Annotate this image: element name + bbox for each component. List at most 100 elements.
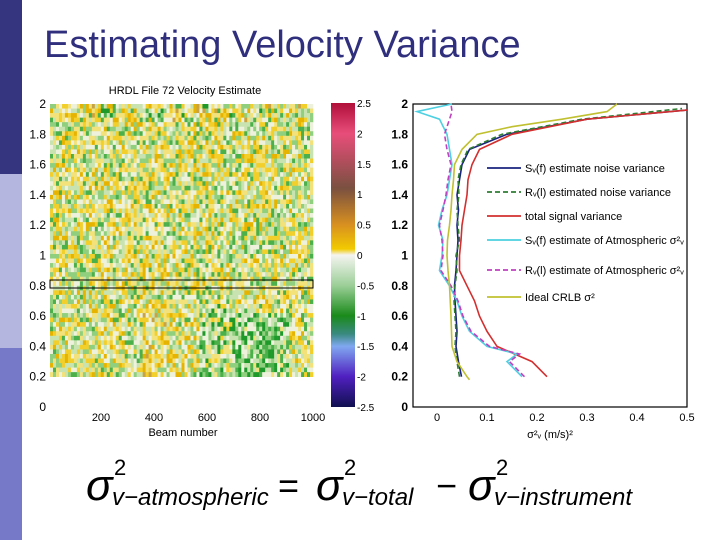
- heatmap-cell: [88, 163, 93, 168]
- heatmap-cell: [130, 326, 134, 332]
- heatmap-cell: [100, 249, 105, 255]
- heatmap-cell: [127, 344, 131, 350]
- heatmap-cell: [217, 331, 221, 337]
- heatmap-cell: [202, 313, 206, 318]
- heatmap-cell: [160, 194, 164, 200]
- heatmap-cell: [106, 190, 111, 196]
- heatmap-cell: [268, 349, 272, 355]
- heatmap-cell: [112, 158, 117, 164]
- heatmap-cell: [262, 208, 266, 214]
- heatmap-cell: [67, 267, 72, 273]
- heatmap-cell: [190, 213, 194, 218]
- heatmap-cell: [97, 203, 102, 209]
- heatmap-cell: [160, 108, 164, 114]
- heatmap-cell: [208, 117, 212, 123]
- heatmap-cell: [256, 344, 260, 350]
- heatmap-cell: [295, 308, 299, 314]
- heatmap-cell: [181, 226, 185, 232]
- heatmap-cell: [241, 203, 245, 209]
- heatmap-cell: [187, 244, 191, 250]
- heatmap-cell: [259, 326, 263, 332]
- heatmap-cell: [97, 208, 102, 214]
- heatmap-cell: [247, 135, 251, 141]
- heatmap-cell: [94, 308, 99, 314]
- heatmap-cell: [220, 163, 224, 168]
- heatmap-cell: [106, 290, 111, 296]
- heatmap-cell: [298, 272, 302, 277]
- heatmap-cell: [85, 231, 90, 237]
- heatmap-cell: [97, 126, 102, 132]
- heatmap-cell: [151, 358, 155, 364]
- heatmap-cell: [244, 349, 248, 355]
- heatmap-cell: [94, 235, 99, 241]
- heatmap-cell: [121, 272, 126, 277]
- heatmap-cell: [172, 208, 176, 214]
- heatmap-cell: [235, 344, 239, 350]
- heatmap-cell: [64, 249, 69, 255]
- heatmap-cell: [73, 117, 78, 123]
- heatmap-cell: [268, 122, 272, 128]
- heatmap-cell: [142, 185, 146, 191]
- heatmap-cell: [220, 208, 224, 214]
- heatmap-cell: [298, 203, 302, 209]
- heatmap-cell: [64, 290, 69, 296]
- heatmap-cell: [292, 344, 296, 350]
- heatmap-cell: [184, 108, 188, 114]
- heatmap-cell: [277, 108, 281, 114]
- heatmap-cell: [220, 104, 224, 109]
- heatmap-cell: [139, 267, 143, 273]
- heatmap-cell: [85, 276, 90, 282]
- heatmap-cell: [58, 358, 63, 364]
- heatmap-cell: [52, 267, 57, 273]
- heatmap-cell: [193, 135, 197, 141]
- heatmap-cell: [172, 240, 176, 246]
- heatmap-cell: [205, 263, 209, 268]
- heatmap-cell: [61, 135, 66, 141]
- heatmap-cell: [232, 308, 236, 314]
- heatmap-cell: [163, 163, 167, 168]
- heatmap-cell: [151, 154, 155, 159]
- heatmap-cell: [286, 313, 290, 318]
- heatmap-cell: [91, 331, 96, 337]
- heatmap-cell: [169, 140, 173, 146]
- heatmap-cell: [184, 163, 188, 168]
- heatmap-cell: [97, 299, 102, 305]
- heatmap-cell: [283, 276, 287, 282]
- heatmap-cell: [118, 249, 123, 255]
- heatmap-cell: [79, 213, 84, 218]
- heatmap-cell: [256, 158, 260, 164]
- heatmap-cell: [76, 331, 81, 337]
- heatmap-cell: [262, 303, 266, 309]
- heatmap-cell: [166, 135, 170, 141]
- heatmap-cell: [109, 149, 114, 155]
- heatmap-cell: [91, 203, 96, 209]
- heatmap-cell: [133, 226, 137, 232]
- heatmap-cell: [178, 222, 182, 228]
- heatmap-cell: [157, 213, 161, 218]
- heatmap-cell: [157, 113, 161, 118]
- heatmap-cell: [235, 349, 239, 355]
- heatmap-cell: [304, 344, 308, 350]
- heatmap-cell: [172, 353, 176, 359]
- heatmap-cell: [205, 358, 209, 364]
- heatmap-cell: [202, 235, 206, 241]
- heatmap-cell: [199, 299, 203, 305]
- heatmap-cell: [289, 322, 293, 327]
- heatmap-cell: [271, 203, 275, 209]
- heatmap-cell: [196, 231, 200, 237]
- heatmap-cell: [184, 244, 188, 250]
- heatmap-cell: [259, 122, 263, 128]
- heatmap-cell: [166, 113, 170, 118]
- heatmap-cell: [184, 267, 188, 273]
- heatmap-cell: [229, 235, 233, 241]
- heatmap-cell: [52, 163, 57, 168]
- heatmap-cell: [103, 258, 108, 264]
- heatmap-cell: [148, 267, 152, 273]
- heatmap-cell: [283, 190, 287, 196]
- heatmap-cell: [220, 231, 224, 237]
- heatmap-cell: [307, 340, 311, 346]
- heatmap-cell: [50, 344, 54, 350]
- heatmap-cell: [289, 313, 293, 318]
- heatmap-cell: [220, 135, 224, 141]
- heatmap-cell: [163, 122, 167, 128]
